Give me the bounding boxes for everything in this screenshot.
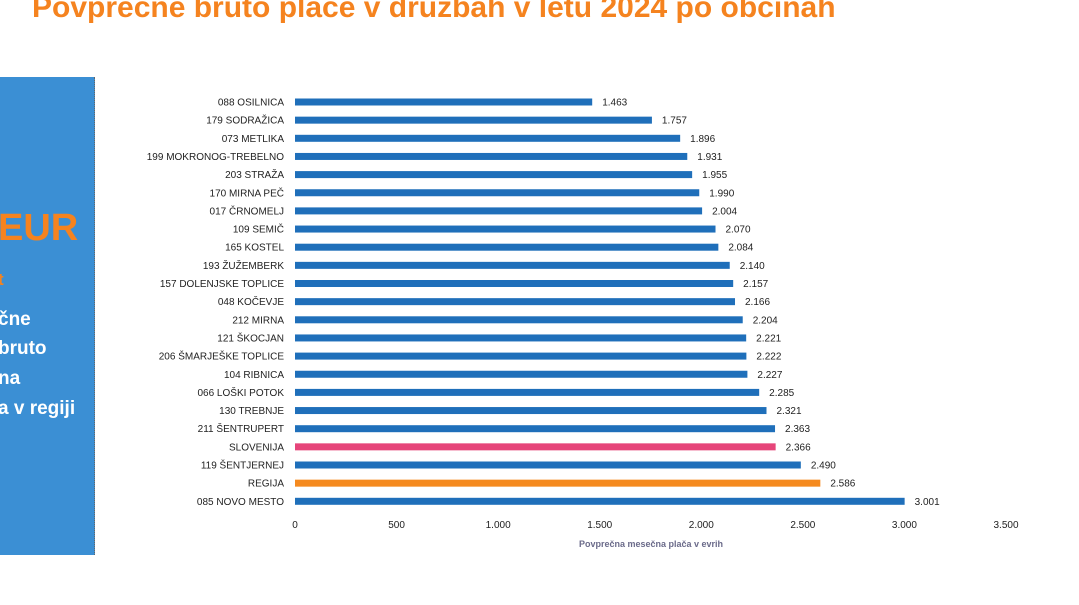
data-label: 1.931 [697,152,722,163]
data-label: 2.586 [830,479,855,490]
data-label: 2.084 [728,243,753,254]
data-label: 2.321 [776,406,801,417]
side-subtitle: t [0,270,4,290]
data-label: 2.204 [753,315,778,326]
side-text-line: čne [0,309,31,330]
category-label: 212 MIRNA [232,315,284,326]
category-label: 066 LOŠKI POTOK [197,386,284,399]
bar [295,407,767,415]
bar [295,334,747,342]
category-label: 206 ŠMARJEŠKE TOPLICE [159,350,285,363]
category-label: 170 MIRNA PEČ [210,186,284,199]
data-label: 2.157 [743,279,768,290]
category-label: 119 ŠENTJERNEJ [201,459,284,472]
category-label: 211 ŠENTRUPERT [198,422,284,435]
category-label: 199 MOKRONOG-TREBELNO [147,152,284,163]
data-label: 2.070 [726,225,751,236]
x-tick-label: 3.000 [892,520,917,531]
bar [295,134,681,142]
x-tick-label: 1.500 [587,520,612,531]
side-summary-panel: EUR t čne bruto na a v regiji [0,77,95,555]
bar [295,479,821,487]
bar [295,370,748,378]
data-label: 2.227 [757,370,782,381]
data-label: 3.001 [915,497,940,508]
data-label: 2.222 [756,352,781,363]
bar [295,98,593,106]
bar [295,461,801,469]
category-label: 193 ŽUŽEMBERK [203,259,284,272]
bar [295,189,700,197]
category-label: 073 METLIKA [222,134,285,145]
data-label: 2.366 [786,442,811,453]
category-label: 104 RIBNICA [224,370,284,381]
data-label: 2.221 [756,333,781,344]
category-label: 203 STRAŽA [225,168,284,181]
side-text-line: a v regiji [0,398,76,419]
category-label: 179 SODRAŽICA [206,114,284,127]
data-label: 2.363 [785,424,810,435]
side-text-line: bruto [0,338,47,359]
x-tick-label: 500 [388,520,405,531]
bar [295,116,652,124]
category-label: 088 OSILNICA [218,98,284,109]
bar [295,171,693,179]
bar [295,243,719,251]
bar [295,443,776,451]
data-label: 2.490 [811,461,836,472]
data-label: 1.463 [602,98,627,109]
x-tick-label: 2.000 [689,520,714,531]
bar [295,261,730,269]
data-label: 2.166 [745,297,770,308]
bar [295,152,688,160]
x-tick-label: 1.000 [486,520,511,531]
bar [295,225,716,233]
x-tick-label: 0 [292,520,298,531]
data-label: 1.757 [662,116,687,127]
side-text-line: na [0,368,21,389]
data-label: 1.990 [709,188,734,199]
category-label: 130 TREBNJE [219,406,284,417]
x-axis-title: Povprečna mesečna plača v evrih [579,539,723,549]
bar [295,425,776,433]
bar [295,316,743,324]
category-label: 157 DOLENJSKE TOPLICE [160,279,284,290]
data-label: 2.004 [712,206,737,217]
category-label: REGIJA [248,479,284,490]
data-label: 2.285 [769,388,794,399]
side-value: EUR [0,207,79,249]
category-label: 165 KOSTEL [225,243,284,254]
category-label: 109 SEMIČ [233,223,284,236]
bar [295,388,760,396]
bar [295,298,736,306]
data-label: 2.140 [740,261,765,272]
bar [295,280,734,287]
x-tick-label: 3.500 [993,520,1018,531]
x-tick-label: 2.500 [790,520,815,531]
bar [295,207,703,215]
data-label: 1.955 [702,170,727,181]
slide-title: Povprečne bruto plače v družbah v letu 2… [32,0,836,24]
category-label: 048 KOČEVJE [218,295,284,308]
bar [295,352,747,360]
category-label: SLOVENIJA [229,442,284,453]
category-label: 121 ŠKOCJAN [217,331,284,344]
category-label: 017 ČRNOMELJ [210,204,284,217]
bar [295,497,905,505]
category-label: 085 NOVO MESTO [197,497,284,508]
data-label: 1.896 [690,134,715,145]
